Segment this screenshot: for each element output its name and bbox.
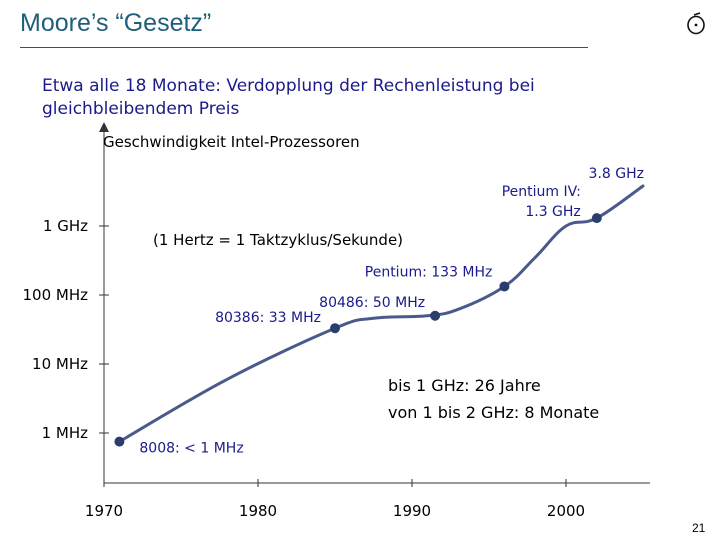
note-line-2: von 1 bis 2 GHz: 8 Monate xyxy=(388,403,600,422)
chart-series xyxy=(114,184,645,447)
data-label: 80386: 33 MHz xyxy=(215,310,321,326)
x-tick-label: 1990 xyxy=(393,502,431,520)
data-point xyxy=(430,310,441,321)
data-label: Pentium IV: xyxy=(502,184,581,200)
data-point xyxy=(499,281,510,292)
y-tick-label: 1 GHz xyxy=(43,217,88,235)
title-divider xyxy=(20,47,588,48)
x-tick-label: 2000 xyxy=(547,502,585,520)
y-tick-label: 10 MHz xyxy=(32,355,88,373)
data-point xyxy=(114,436,125,447)
data-label: 80486: 50 MHz xyxy=(319,295,425,311)
chart-title: Geschwindigkeit Intel-Prozessoren xyxy=(103,133,360,151)
series-line xyxy=(117,184,645,444)
x-tick-label: 1970 xyxy=(85,502,123,520)
slide-title: Moore’s “Gesetz” xyxy=(20,9,212,37)
data-label: Pentium: 133 MHz xyxy=(365,264,493,280)
note-line-1: bis 1 GHz: 26 Jahre xyxy=(388,376,541,395)
y-tick-label: 1 MHz xyxy=(42,424,89,442)
y-axis-arrow xyxy=(99,122,109,132)
x-tick-label: 1980 xyxy=(239,502,277,520)
subtitle: Etwa alle 18 Monate: Verdopplung der Rec… xyxy=(42,76,535,119)
data-label-end: 3.8 GHz xyxy=(589,166,644,182)
y-tick-label: 100 MHz xyxy=(23,286,89,304)
note-box: bis 1 GHz: 26 Jahre von 1 bis 2 GHz: 8 M… xyxy=(350,370,652,436)
chart-ticks: 1 MHz 10 MHz 100 MHz 1 GHz 1970 1980 1990 2000 xyxy=(23,217,586,520)
data-point xyxy=(591,213,602,224)
data-label: 1.3 GHz xyxy=(525,204,580,220)
data-point xyxy=(330,323,340,334)
page-number: 21 xyxy=(692,521,706,535)
data-label: 8008: < 1 MHz xyxy=(139,441,243,457)
chart-annotation: (1 Hertz = 1 Taktzyklus/Sekunde) xyxy=(153,231,403,249)
chart-labels: Geschwindigkeit Intel-Prozessoren (1 Hert… xyxy=(103,133,644,457)
logo-icon xyxy=(687,12,705,35)
chart-axes xyxy=(99,122,650,484)
